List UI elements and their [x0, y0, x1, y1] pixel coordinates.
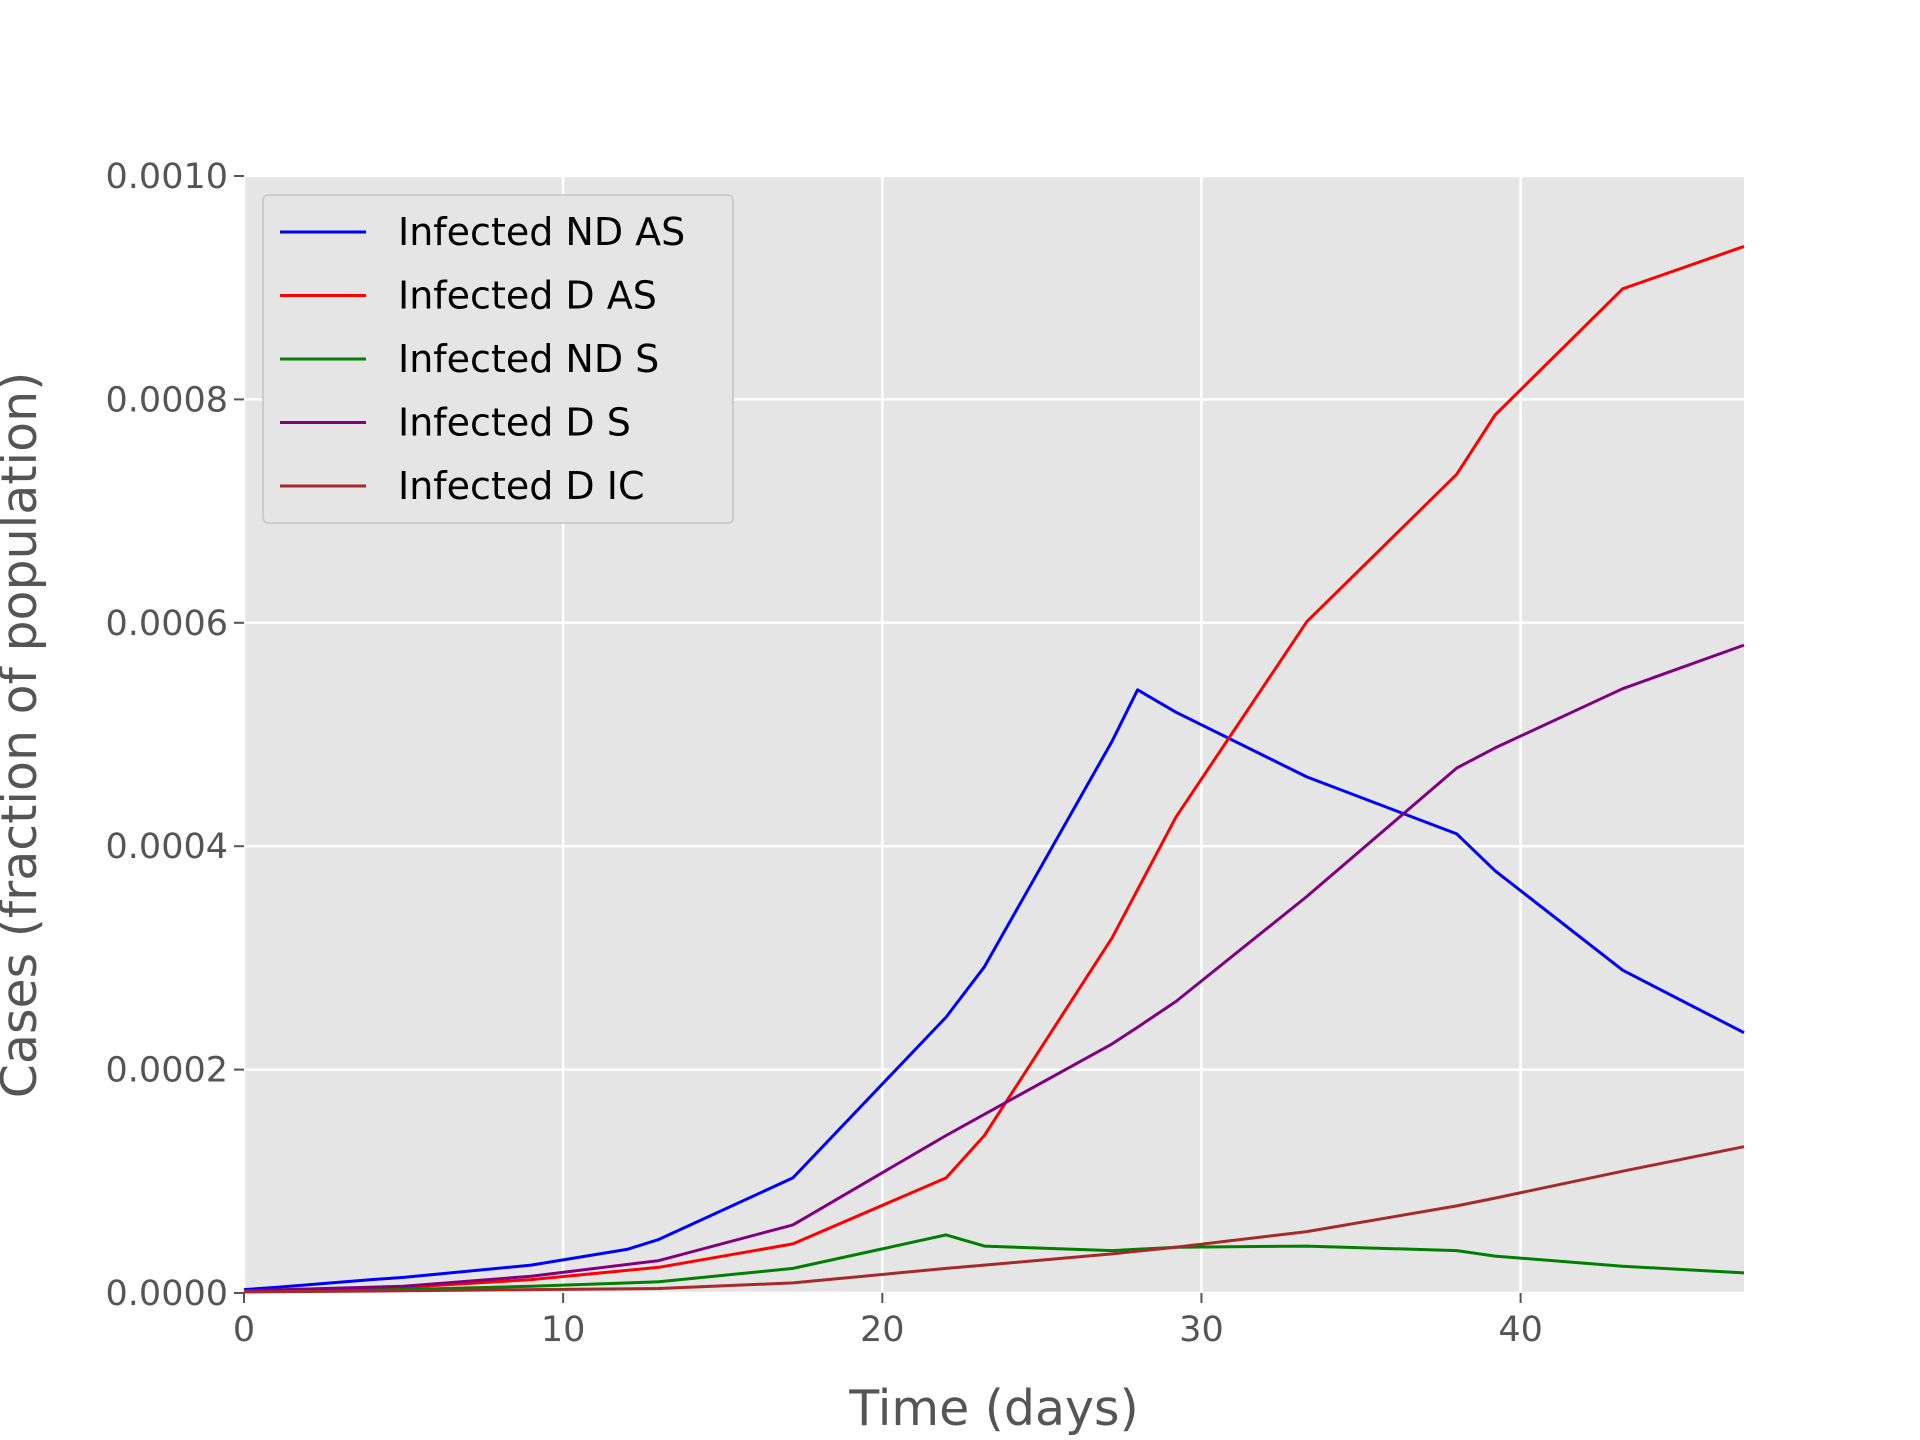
x-axis-label: Time (days) [848, 1380, 1138, 1437]
series-line-1 [243, 688, 1745, 1292]
y-tick-label: 0.0002 [106, 1051, 228, 1091]
series-line-3 [243, 1233, 1745, 1294]
legend-label: Infected D AS [398, 274, 657, 318]
x-tick-label: 30 [1179, 1310, 1224, 1350]
y-tick-label: 0.0000 [106, 1274, 228, 1314]
x-tick-label: 40 [1498, 1310, 1543, 1350]
legend-label: Infected ND S [398, 337, 659, 381]
series-line-4 [243, 643, 1745, 1293]
x-tick-label: 20 [860, 1310, 905, 1350]
legend-label: Infected D S [398, 401, 631, 445]
y-axis-label: Cases (fraction of population) [0, 372, 48, 1099]
legend: Infected ND AS Infected D AS Infected ND S… [262, 194, 734, 524]
y-tick-label: 0.0004 [106, 827, 228, 867]
x-tick-label: 10 [541, 1310, 586, 1350]
legend-label: Infected ND AS [398, 210, 685, 254]
series-line-2 [243, 244, 1745, 1293]
x-axis: 0 10 20 30 40 [233, 1293, 1543, 1350]
x-tick-label: 0 [233, 1310, 255, 1350]
series-layer [243, 244, 1745, 1294]
y-tick-label: 0.0006 [106, 604, 228, 644]
y-tick-label: 0.0008 [106, 380, 228, 420]
series-line-5 [243, 1145, 1745, 1294]
grid [242, 174, 1744, 1295]
legend-box [262, 194, 734, 524]
legend-label: Infected D IC [398, 464, 645, 508]
y-tick-label: 0.0010 [106, 157, 228, 197]
y-axis: 0.0000 0.0002 0.0004 0.0006 0.0008 0.0010 [106, 157, 244, 1314]
